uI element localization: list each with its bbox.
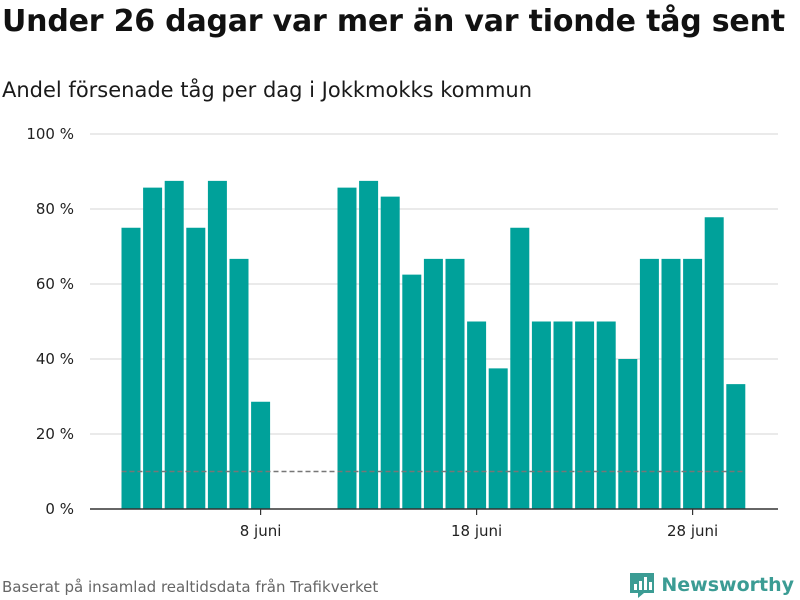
newsworthy-logo-icon xyxy=(630,573,655,598)
bar xyxy=(510,227,530,509)
bars xyxy=(121,180,746,509)
bar xyxy=(596,321,616,509)
bar xyxy=(553,321,573,509)
y-tick-label: 20 % xyxy=(36,425,74,443)
y-tick-label: 80 % xyxy=(36,200,74,218)
bar xyxy=(683,258,703,509)
y-tick-label: 0 % xyxy=(45,500,74,518)
bar xyxy=(229,258,249,509)
bar xyxy=(359,180,379,509)
bar xyxy=(445,258,465,509)
y-tick-label: 40 % xyxy=(36,350,74,368)
bar xyxy=(661,258,681,509)
x-tick-label: 28 juni xyxy=(667,522,718,540)
bar xyxy=(164,180,184,509)
y-tick-label: 100 % xyxy=(26,125,74,143)
bar xyxy=(488,368,508,509)
brand-name: Newsworthy xyxy=(661,574,794,596)
x-tick-label: 8 juni xyxy=(240,522,282,540)
x-axis: 8 juni 18 juni 28 juni xyxy=(90,508,778,540)
bar xyxy=(618,359,638,509)
bar xyxy=(251,401,271,509)
bar xyxy=(423,258,443,509)
source-note: Baserat på insamlad realtidsdata från Tr… xyxy=(2,578,379,596)
bar xyxy=(639,258,659,509)
bar xyxy=(726,384,746,509)
bar xyxy=(704,217,724,509)
bar xyxy=(467,321,487,509)
bar xyxy=(143,187,163,509)
chart-subtitle: Andel försenade tåg per dag i Jokkmokks … xyxy=(2,78,533,102)
bar xyxy=(531,321,551,509)
brand: Newsworthy xyxy=(629,570,794,600)
bar xyxy=(575,321,595,509)
bar xyxy=(121,227,141,509)
bar xyxy=(337,187,357,509)
bar xyxy=(380,196,400,509)
bar xyxy=(186,227,206,509)
chart-title: Under 26 dagar var mer än var tionde tåg… xyxy=(2,4,785,39)
y-tick-label: 60 % xyxy=(36,275,74,293)
x-tick-label: 18 juni xyxy=(451,522,502,540)
y-axis: 0 % 20 % 40 % 60 % 80 % 100 % xyxy=(26,125,74,518)
bar xyxy=(207,180,227,509)
bar xyxy=(402,274,422,509)
